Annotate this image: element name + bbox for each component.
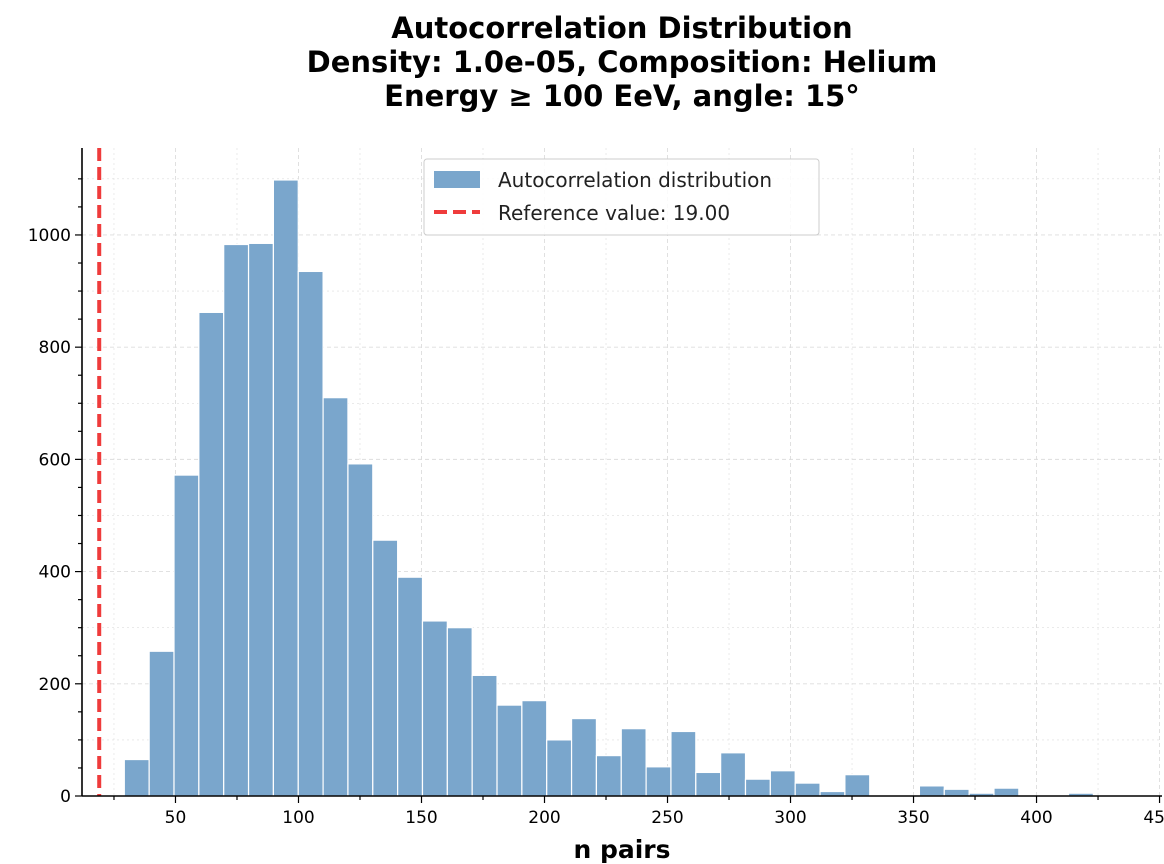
histogram-bar xyxy=(521,700,548,797)
histogram-bar xyxy=(297,270,324,797)
legend: Autocorrelation distribution Reference v… xyxy=(423,158,820,236)
y-tick-label: 800 xyxy=(39,338,71,358)
chart-title-line-1: Autocorrelation Distribution xyxy=(391,11,852,45)
x-tick-label: 300 xyxy=(774,808,806,828)
histogram-bar xyxy=(322,397,349,797)
histogram-bar xyxy=(695,771,722,797)
x-tick-label: 150 xyxy=(405,808,437,828)
histogram-bar xyxy=(943,788,970,797)
histogram-bar xyxy=(645,766,672,797)
x-axis-ticks: 50 100 150 200 250 300 350 400 450 xyxy=(113,796,1164,828)
chart-title: Autocorrelation Distribution Density: 1.… xyxy=(307,11,938,113)
legend-label-distribution: Autocorrelation distribution xyxy=(498,168,772,192)
histogram-bar xyxy=(546,739,573,797)
histogram-bar xyxy=(446,627,473,797)
histogram-bar xyxy=(421,620,448,797)
histogram-bar xyxy=(993,787,1020,797)
histogram-bar xyxy=(595,755,622,797)
histogram-bar xyxy=(397,576,424,797)
histogram-bar xyxy=(570,717,598,797)
histogram-bar xyxy=(794,782,821,797)
axes xyxy=(81,148,1162,797)
x-tick-label: 350 xyxy=(897,808,929,828)
histogram-bar xyxy=(720,752,747,797)
legend-swatch-distribution xyxy=(434,171,480,188)
legend-box xyxy=(423,158,820,236)
histogram-bar xyxy=(372,539,399,797)
histogram-bar xyxy=(620,728,647,797)
histogram-bar xyxy=(173,474,200,797)
x-tick-label: 100 xyxy=(282,808,314,828)
x-tick-label: 450 xyxy=(1143,808,1164,828)
y-tick-label: 1000 xyxy=(28,226,71,246)
x-tick-label: 200 xyxy=(528,808,560,828)
histogram-bar xyxy=(272,179,299,797)
histogram-bar xyxy=(844,774,871,797)
histogram-bar xyxy=(918,785,945,797)
chart-title-line-2: Density: 1.0e-05, Composition: Helium xyxy=(307,45,938,79)
y-tick-label: 0 xyxy=(60,787,71,807)
y-tick-label: 600 xyxy=(39,450,71,470)
histogram-bar xyxy=(471,674,498,797)
x-tick-label: 400 xyxy=(1020,808,1052,828)
histogram-bars xyxy=(123,179,1094,797)
histogram-bar xyxy=(198,311,225,797)
histogram-bar xyxy=(123,758,150,797)
histogram-bar xyxy=(744,778,771,797)
histogram-bar xyxy=(347,463,374,797)
x-tick-label: 50 xyxy=(165,808,187,828)
chart-title-line-3: Energy ≥ 100 EeV, angle: 15° xyxy=(384,79,860,113)
histogram-bar xyxy=(247,242,274,797)
legend-label-reference: Reference value: 19.00 xyxy=(498,201,730,225)
x-axis-label: n pairs xyxy=(573,835,670,864)
histogram-bar xyxy=(496,704,523,797)
y-axis-ticks: 0 200 400 600 800 1000 xyxy=(28,178,82,807)
histogram-bar xyxy=(148,650,175,797)
x-tick-label: 250 xyxy=(651,808,683,828)
histogram-bar xyxy=(769,770,796,797)
histogram-bar xyxy=(223,243,250,797)
histogram-bar xyxy=(670,730,697,797)
y-tick-label: 200 xyxy=(39,675,71,695)
y-tick-label: 400 xyxy=(39,563,71,583)
